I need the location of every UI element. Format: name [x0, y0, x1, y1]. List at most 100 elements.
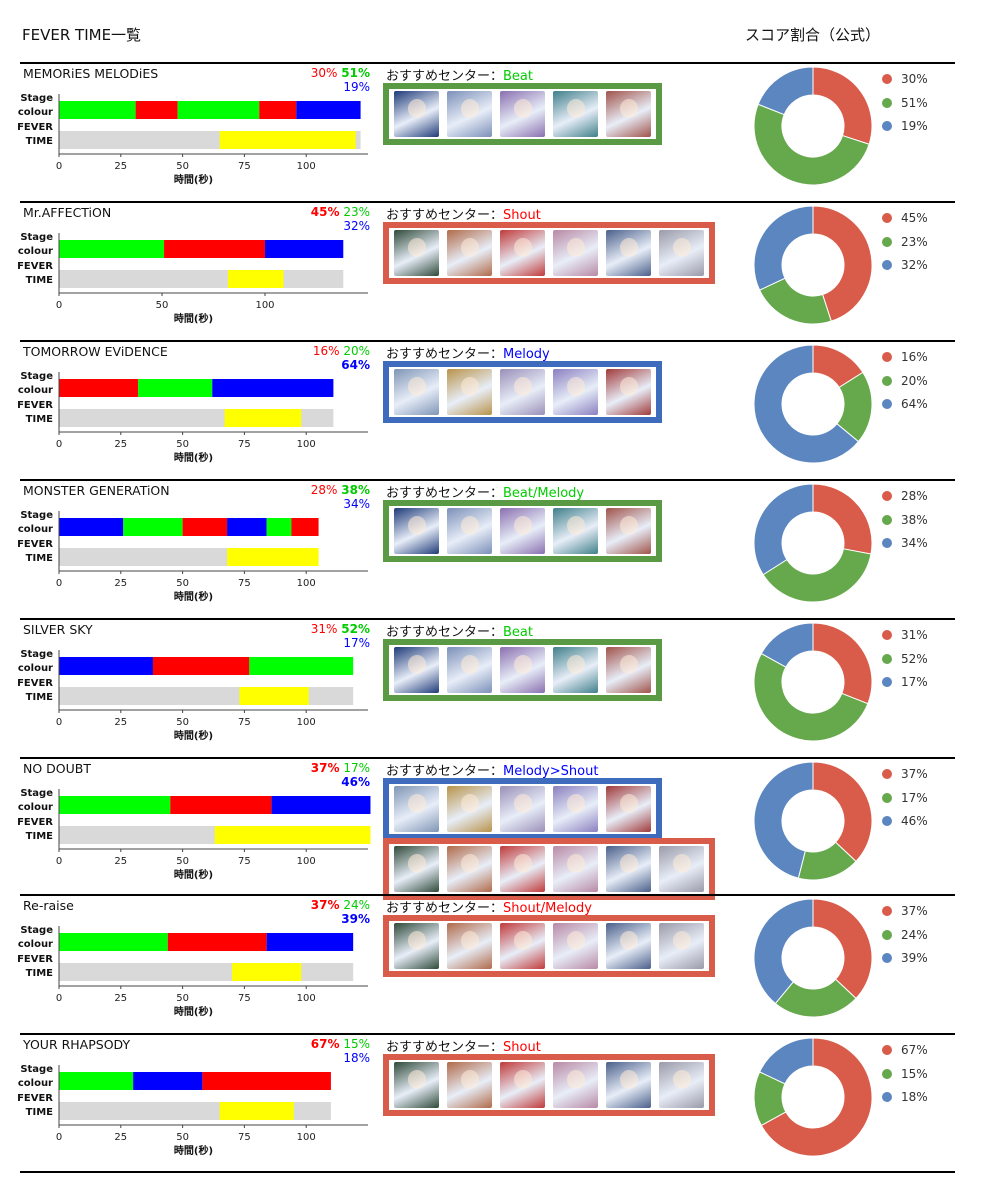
recommended-center-label: おすすめセンター：: [386, 486, 504, 501]
legend-item: 19%: [882, 119, 928, 133]
stage-label: colour: [18, 524, 53, 535]
song-title: Re-raise: [23, 898, 74, 913]
character-card: [553, 508, 598, 554]
character-card: [447, 647, 492, 693]
fever-track: [59, 270, 344, 288]
legend-label: 20%: [901, 373, 928, 388]
legend-dot-icon: [882, 74, 892, 84]
score-percent: 19%: [343, 80, 370, 94]
x-tick-label: 100: [297, 578, 316, 589]
stage-colour-segment: [182, 518, 228, 536]
x-tick-label: 25: [114, 161, 127, 172]
donut-slice: [760, 622, 814, 668]
fever-timeline-chart: Stage colour FEVER TIME 0 25 50 75 100 時間(秒): [17, 1064, 368, 1157]
character-card: [394, 91, 439, 137]
donut-slice: [753, 761, 814, 879]
donut-slice: [812, 66, 873, 145]
legend-item: 38%: [882, 513, 928, 527]
donut-slice: [760, 1037, 873, 1157]
stage-colour-segment: [59, 1072, 134, 1090]
score-percent: 67%: [310, 1037, 340, 1051]
recommended-center-label: おすすめセンター：: [386, 347, 504, 362]
x-axis-label: 時間(秒): [174, 868, 213, 881]
legend-label: 31%: [901, 628, 928, 642]
stage-colour-segment: [227, 518, 267, 536]
legend-item: 31%: [882, 628, 928, 642]
legend-dot-icon: [882, 630, 892, 640]
fever-label: FEVER: [17, 1093, 53, 1104]
score-ratio-donut: [753, 205, 873, 325]
score-ratio-donut: [753, 622, 873, 742]
stage-colour-segment: [259, 101, 297, 119]
x-tick-label: 25: [114, 993, 127, 1004]
legend-dot-icon: [882, 1068, 892, 1079]
character-card: [500, 923, 545, 969]
card-group: [383, 83, 662, 145]
fever-label: TIME: [26, 968, 53, 979]
character-card: [447, 508, 492, 554]
score-ratio-donut: [753, 344, 873, 464]
character-card: [606, 786, 651, 832]
fever-time-bar: [219, 1102, 294, 1120]
legend-dot-icon: [882, 1045, 892, 1055]
fever-label: FEVER: [17, 539, 53, 550]
recommended-center: おすすめセンター：Shout/Melody: [386, 897, 592, 916]
legend-item: 20%: [882, 374, 928, 388]
fever-label: TIME: [26, 1107, 53, 1118]
fever-timeline-chart: Stage colour FEVER TIME 0 25 50 75 100 時間(秒): [17, 510, 368, 603]
fever-label: TIME: [26, 414, 53, 425]
recommended-center-type: Beat: [503, 69, 533, 84]
stage-colour-segment: [59, 379, 139, 397]
recommended-center: おすすめセンター：Shout: [386, 1036, 541, 1055]
legend-item: 30%: [882, 72, 928, 86]
character-card: [394, 923, 439, 969]
recommended-center-label: おすすめセンター：: [386, 625, 504, 640]
score-percent: 52%: [341, 622, 370, 636]
legend-dot-icon: [882, 236, 892, 247]
legend-dot-icon: [882, 538, 892, 548]
legend-item: 64%: [882, 397, 928, 411]
bottom-divider: [20, 1171, 955, 1173]
card-group: [383, 838, 715, 900]
stage-colour-segment: [123, 518, 183, 536]
fever-timeline-chart: Stage colour FEVER TIME 0 25 50 75 100 時間(秒): [17, 93, 368, 186]
stage-colour-segment: [59, 101, 136, 119]
donut-slice: [812, 898, 873, 1000]
score-percent: 45%: [310, 205, 340, 219]
stage-colour-segment: [135, 101, 178, 119]
donut-slice: [812, 622, 873, 705]
legend-item: 23%: [882, 235, 928, 249]
character-card: [500, 508, 545, 554]
legend-item: 16%: [882, 350, 928, 364]
x-tick-label: 0: [56, 300, 62, 311]
song-section: MONSTER GENERATiON 28% 38% 34% Stage colour…: [17, 479, 955, 620]
legend-label: 16%: [901, 350, 928, 364]
score-ratio-donut: [753, 1037, 873, 1157]
legend-item: 17%: [882, 791, 928, 805]
stage-label: colour: [18, 939, 53, 950]
character-card: [553, 91, 598, 137]
x-tick-label: 0: [56, 1132, 62, 1143]
character-card: [447, 1062, 492, 1108]
legend-dot-icon: [882, 352, 892, 362]
legend-label: 30%: [901, 72, 928, 86]
score-percent: 38%: [341, 483, 370, 497]
legend-label: 24%: [901, 927, 928, 942]
stage-label: colour: [18, 1078, 53, 1089]
legend-item: 24%: [882, 928, 928, 942]
recommended-center: おすすめセンター：Melody: [386, 343, 550, 362]
score-percent: 37%: [310, 761, 340, 775]
legend-item: 34%: [882, 536, 928, 550]
stage-colour-segment: [177, 101, 260, 119]
x-tick-label: 0: [56, 993, 62, 1004]
recommended-center-type: Shout/Melody: [503, 901, 592, 916]
character-card: [500, 1062, 545, 1108]
recommended-center-label: おすすめセンター：: [386, 208, 504, 223]
x-tick-label: 50: [176, 161, 189, 172]
legend-item: 52%: [882, 652, 928, 666]
x-tick-label: 75: [238, 439, 251, 450]
legend-label: 52%: [901, 651, 928, 666]
legend-dot-icon: [882, 375, 892, 386]
stage-colour-segment: [202, 1072, 331, 1090]
character-card: [447, 923, 492, 969]
